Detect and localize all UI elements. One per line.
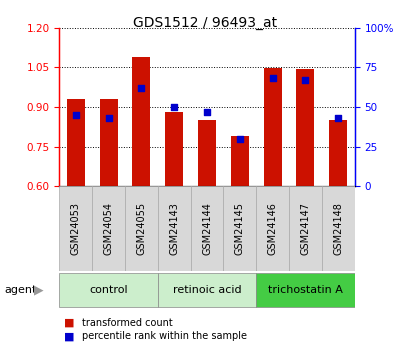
Text: GSM24054: GSM24054 — [103, 202, 113, 255]
Bar — [263, 68, 281, 186]
Text: percentile rank within the sample: percentile rank within the sample — [82, 332, 246, 341]
Point — [236, 136, 243, 141]
Text: control: control — [89, 285, 128, 295]
Bar — [321, 186, 354, 271]
Bar — [223, 186, 256, 271]
Text: GSM24144: GSM24144 — [202, 202, 211, 255]
Bar — [59, 186, 92, 271]
Bar — [328, 120, 346, 186]
Point — [105, 115, 112, 121]
Text: ■: ■ — [63, 318, 74, 327]
Text: GSM24145: GSM24145 — [234, 202, 244, 255]
Bar — [256, 186, 288, 271]
Text: agent: agent — [4, 285, 36, 295]
Point — [171, 104, 177, 110]
Bar — [165, 112, 183, 186]
Bar — [125, 186, 157, 271]
Text: GSM24146: GSM24146 — [267, 202, 277, 255]
Text: retinoic acid: retinoic acid — [172, 285, 241, 295]
Point — [203, 109, 210, 115]
Text: GSM24148: GSM24148 — [333, 202, 342, 255]
Text: GSM24147: GSM24147 — [300, 202, 310, 255]
Bar — [198, 120, 216, 186]
Bar — [132, 57, 150, 186]
Point — [72, 112, 79, 118]
Bar — [92, 186, 125, 271]
Bar — [59, 273, 157, 307]
Text: ■: ■ — [63, 332, 74, 341]
Text: ▶: ▶ — [34, 283, 43, 296]
Bar — [157, 273, 256, 307]
Text: GSM24055: GSM24055 — [136, 202, 146, 255]
Bar — [157, 186, 190, 271]
Point — [301, 77, 308, 83]
Point — [334, 115, 341, 121]
Text: trichostatin A: trichostatin A — [267, 285, 342, 295]
Text: GSM24053: GSM24053 — [71, 202, 81, 255]
Bar — [67, 99, 85, 186]
Bar — [190, 186, 223, 271]
Bar — [296, 69, 314, 186]
Bar — [256, 273, 354, 307]
Text: GDS1512 / 96493_at: GDS1512 / 96493_at — [133, 16, 276, 30]
Bar — [230, 136, 248, 186]
Point — [138, 85, 144, 91]
Text: GSM24143: GSM24143 — [169, 202, 179, 255]
Bar — [99, 99, 117, 186]
Point — [269, 76, 275, 81]
Text: transformed count: transformed count — [82, 318, 172, 327]
Bar — [288, 186, 321, 271]
